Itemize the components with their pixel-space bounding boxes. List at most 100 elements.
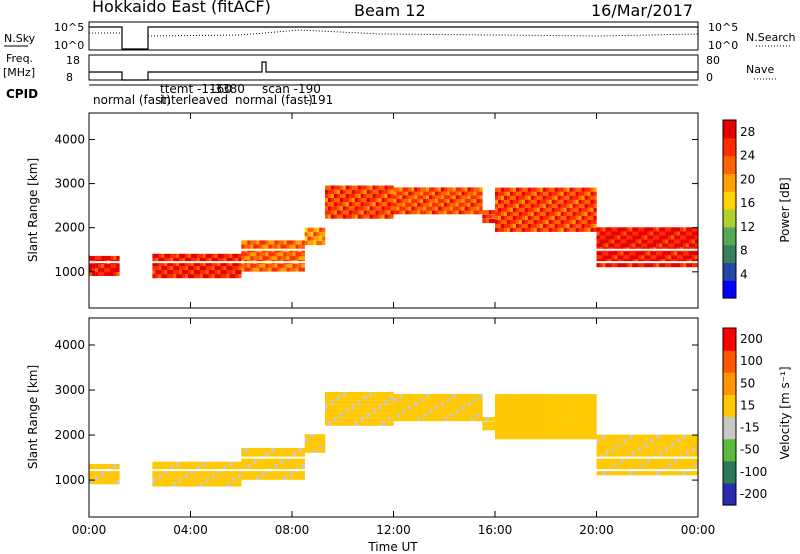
colorbar-tick-label: 24	[740, 149, 755, 163]
data-cell	[319, 236, 323, 241]
data-cell	[259, 240, 263, 245]
data-cell	[366, 421, 370, 426]
data-cell	[602, 251, 606, 256]
data-cell	[686, 471, 690, 476]
data-cell	[611, 442, 615, 447]
data-cell	[411, 187, 415, 192]
data-cell	[614, 450, 618, 455]
data-cell	[110, 463, 114, 469]
data-cell	[569, 426, 573, 432]
data-cell	[384, 206, 388, 211]
data-cell	[223, 470, 227, 475]
data-cell	[396, 409, 400, 414]
data-cell	[495, 435, 499, 440]
data-cell	[524, 203, 529, 208]
x-tick-label: 08:00	[275, 523, 310, 537]
data-cell	[369, 193, 373, 198]
data-cell	[262, 459, 266, 464]
data-cell	[575, 203, 579, 208]
data-cell	[449, 413, 453, 418]
data-cell	[656, 438, 660, 443]
data-cell	[238, 478, 242, 483]
data-cell	[641, 263, 645, 268]
data-cell	[271, 240, 275, 245]
data-cell	[348, 417, 352, 422]
data-cell	[152, 478, 156, 483]
data-cell	[247, 255, 251, 260]
data-cell	[179, 474, 183, 479]
data-cell	[298, 448, 302, 453]
data-cell	[426, 191, 430, 196]
data-cell	[539, 215, 543, 220]
data-cell	[593, 422, 597, 427]
data-cell	[274, 244, 278, 249]
data-cell	[196, 265, 200, 271]
data-cell	[521, 435, 526, 440]
data-cell	[152, 474, 156, 479]
data-cell	[641, 434, 645, 439]
data-cell	[214, 270, 218, 275]
data-cell	[635, 450, 639, 455]
data-cell	[277, 451, 281, 457]
data-cell	[202, 274, 206, 279]
data-cell	[554, 406, 558, 411]
data-cell	[665, 231, 669, 236]
data-cell	[116, 267, 120, 273]
data-cell	[638, 446, 642, 451]
data-cell	[659, 442, 663, 447]
data-cell	[647, 471, 651, 476]
data-cell	[280, 448, 284, 453]
data-cell	[452, 202, 456, 207]
data-cell	[345, 206, 349, 211]
data-cell	[253, 267, 257, 272]
data-cell	[226, 253, 230, 258]
data-cell	[656, 243, 660, 248]
data-cell	[501, 410, 505, 415]
data-cell	[689, 251, 693, 256]
data-cell	[533, 211, 537, 216]
data-cell	[458, 405, 462, 410]
data-cell	[452, 409, 456, 414]
data-cell	[479, 198, 483, 203]
data-cell	[399, 210, 403, 215]
data-cell	[677, 442, 681, 447]
data-cell	[650, 263, 654, 268]
data-cell	[632, 458, 636, 464]
data-cell	[250, 244, 254, 249]
data-cell	[164, 482, 168, 487]
data-cell	[328, 396, 332, 401]
data-cell	[596, 450, 600, 455]
data-cell	[396, 206, 400, 211]
data-cell	[677, 434, 681, 439]
data-cell	[381, 189, 385, 194]
data-cell	[653, 243, 657, 248]
data-cell	[223, 461, 227, 466]
data-cell	[417, 198, 421, 203]
data-cell	[176, 478, 180, 483]
data-cell	[473, 409, 477, 414]
data-cell	[461, 191, 465, 196]
data-cell	[167, 470, 171, 475]
data-cell	[614, 227, 618, 232]
data-cell	[378, 185, 382, 190]
data-cell	[557, 195, 561, 200]
data-cell	[668, 255, 672, 260]
data-cell	[390, 206, 394, 211]
data-cell	[95, 267, 99, 273]
data-cell	[518, 219, 523, 224]
data-cell	[351, 421, 355, 426]
data-cell	[632, 231, 636, 236]
data-cell	[677, 235, 681, 240]
data-cell	[578, 223, 582, 228]
data-cell	[298, 263, 302, 268]
data-cell	[173, 270, 177, 275]
data-cell	[268, 448, 272, 453]
data-cell	[599, 255, 603, 260]
data-cell	[223, 261, 227, 267]
data-cell	[599, 450, 603, 455]
data-cell	[437, 187, 442, 192]
data-cell	[357, 202, 361, 207]
data-cell	[578, 215, 582, 220]
data-cell	[304, 240, 308, 246]
data-cell	[387, 400, 391, 405]
